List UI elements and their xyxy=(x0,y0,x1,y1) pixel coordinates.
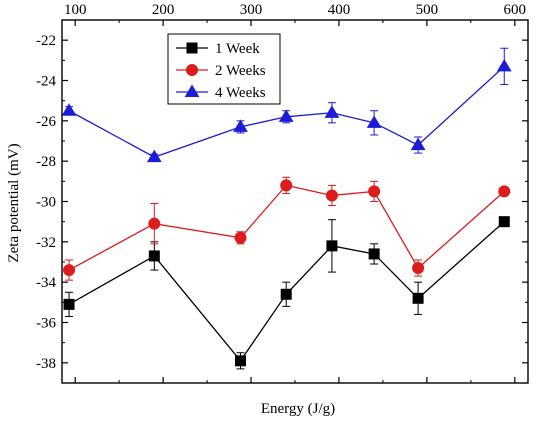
series-line-2-weeks xyxy=(68,184,505,271)
y-tick-label: -32 xyxy=(36,235,56,251)
data-point xyxy=(146,149,162,163)
data-point xyxy=(498,216,510,228)
y-tick-label: -36 xyxy=(36,316,56,332)
y-tick-label: -22 xyxy=(36,33,56,49)
data-point xyxy=(366,115,382,128)
legend-marker-2-weeks xyxy=(186,64,198,76)
data-point xyxy=(280,288,292,300)
axes-layer: -22 -24 -26 -28 -30 -32 -34 -36 -38 100 200 300 400 5… xyxy=(36,2,529,384)
x-tick-label: 200 xyxy=(152,2,175,18)
series-line-1-week xyxy=(68,221,505,362)
data-point xyxy=(63,264,76,277)
series-1-week xyxy=(63,216,510,370)
legend-label-2-weeks: 2 Weeks xyxy=(215,63,266,79)
series-4-weeks xyxy=(61,47,512,163)
data-point xyxy=(496,58,512,72)
y-axis-label: Zeta potential (mV) xyxy=(6,143,22,262)
data-point xyxy=(233,119,248,132)
data-point xyxy=(410,137,426,151)
y-tick-label: -38 xyxy=(36,356,56,372)
data-point xyxy=(234,231,247,244)
y-tick-label: -26 xyxy=(36,114,56,130)
x-tick-label: 500 xyxy=(416,2,439,18)
legend-label-1-week: 1 Week xyxy=(215,41,260,57)
legend-marker-4-weeks xyxy=(184,84,200,98)
data-point xyxy=(368,185,381,198)
series-layer xyxy=(61,47,512,370)
x-axis-label: Energy (J/g) xyxy=(261,401,335,417)
data-point xyxy=(280,179,293,192)
y-tick-label: -28 xyxy=(36,154,56,170)
data-point xyxy=(234,355,246,367)
data-point xyxy=(412,292,424,304)
data-point xyxy=(148,217,161,230)
y-tick-label: -30 xyxy=(36,195,56,211)
x-tick-label: 600 xyxy=(504,2,527,18)
x-tick-label: 100 xyxy=(64,2,87,18)
plot-frame xyxy=(61,19,529,384)
data-point xyxy=(412,262,425,275)
y-tick-label: -34 xyxy=(36,275,56,291)
y-tick-label: -24 xyxy=(36,74,56,90)
legend: 1 Week 2 Weeks 4 Weeks xyxy=(167,33,281,105)
legend-marker-1-week xyxy=(186,42,198,54)
data-point xyxy=(63,298,75,310)
data-point xyxy=(326,240,338,252)
x-tick-label: 400 xyxy=(328,2,351,18)
legend-label-4-weeks: 4 Weeks xyxy=(215,85,266,101)
data-point xyxy=(368,248,380,260)
data-point xyxy=(61,103,77,116)
x-tick-label: 300 xyxy=(240,2,263,18)
data-point xyxy=(325,189,338,202)
data-point xyxy=(498,185,511,198)
series-line-4-weeks xyxy=(68,65,505,158)
data-point xyxy=(148,250,160,262)
data-point xyxy=(278,109,294,122)
data-point xyxy=(324,105,340,118)
series-2-weeks xyxy=(63,176,511,281)
